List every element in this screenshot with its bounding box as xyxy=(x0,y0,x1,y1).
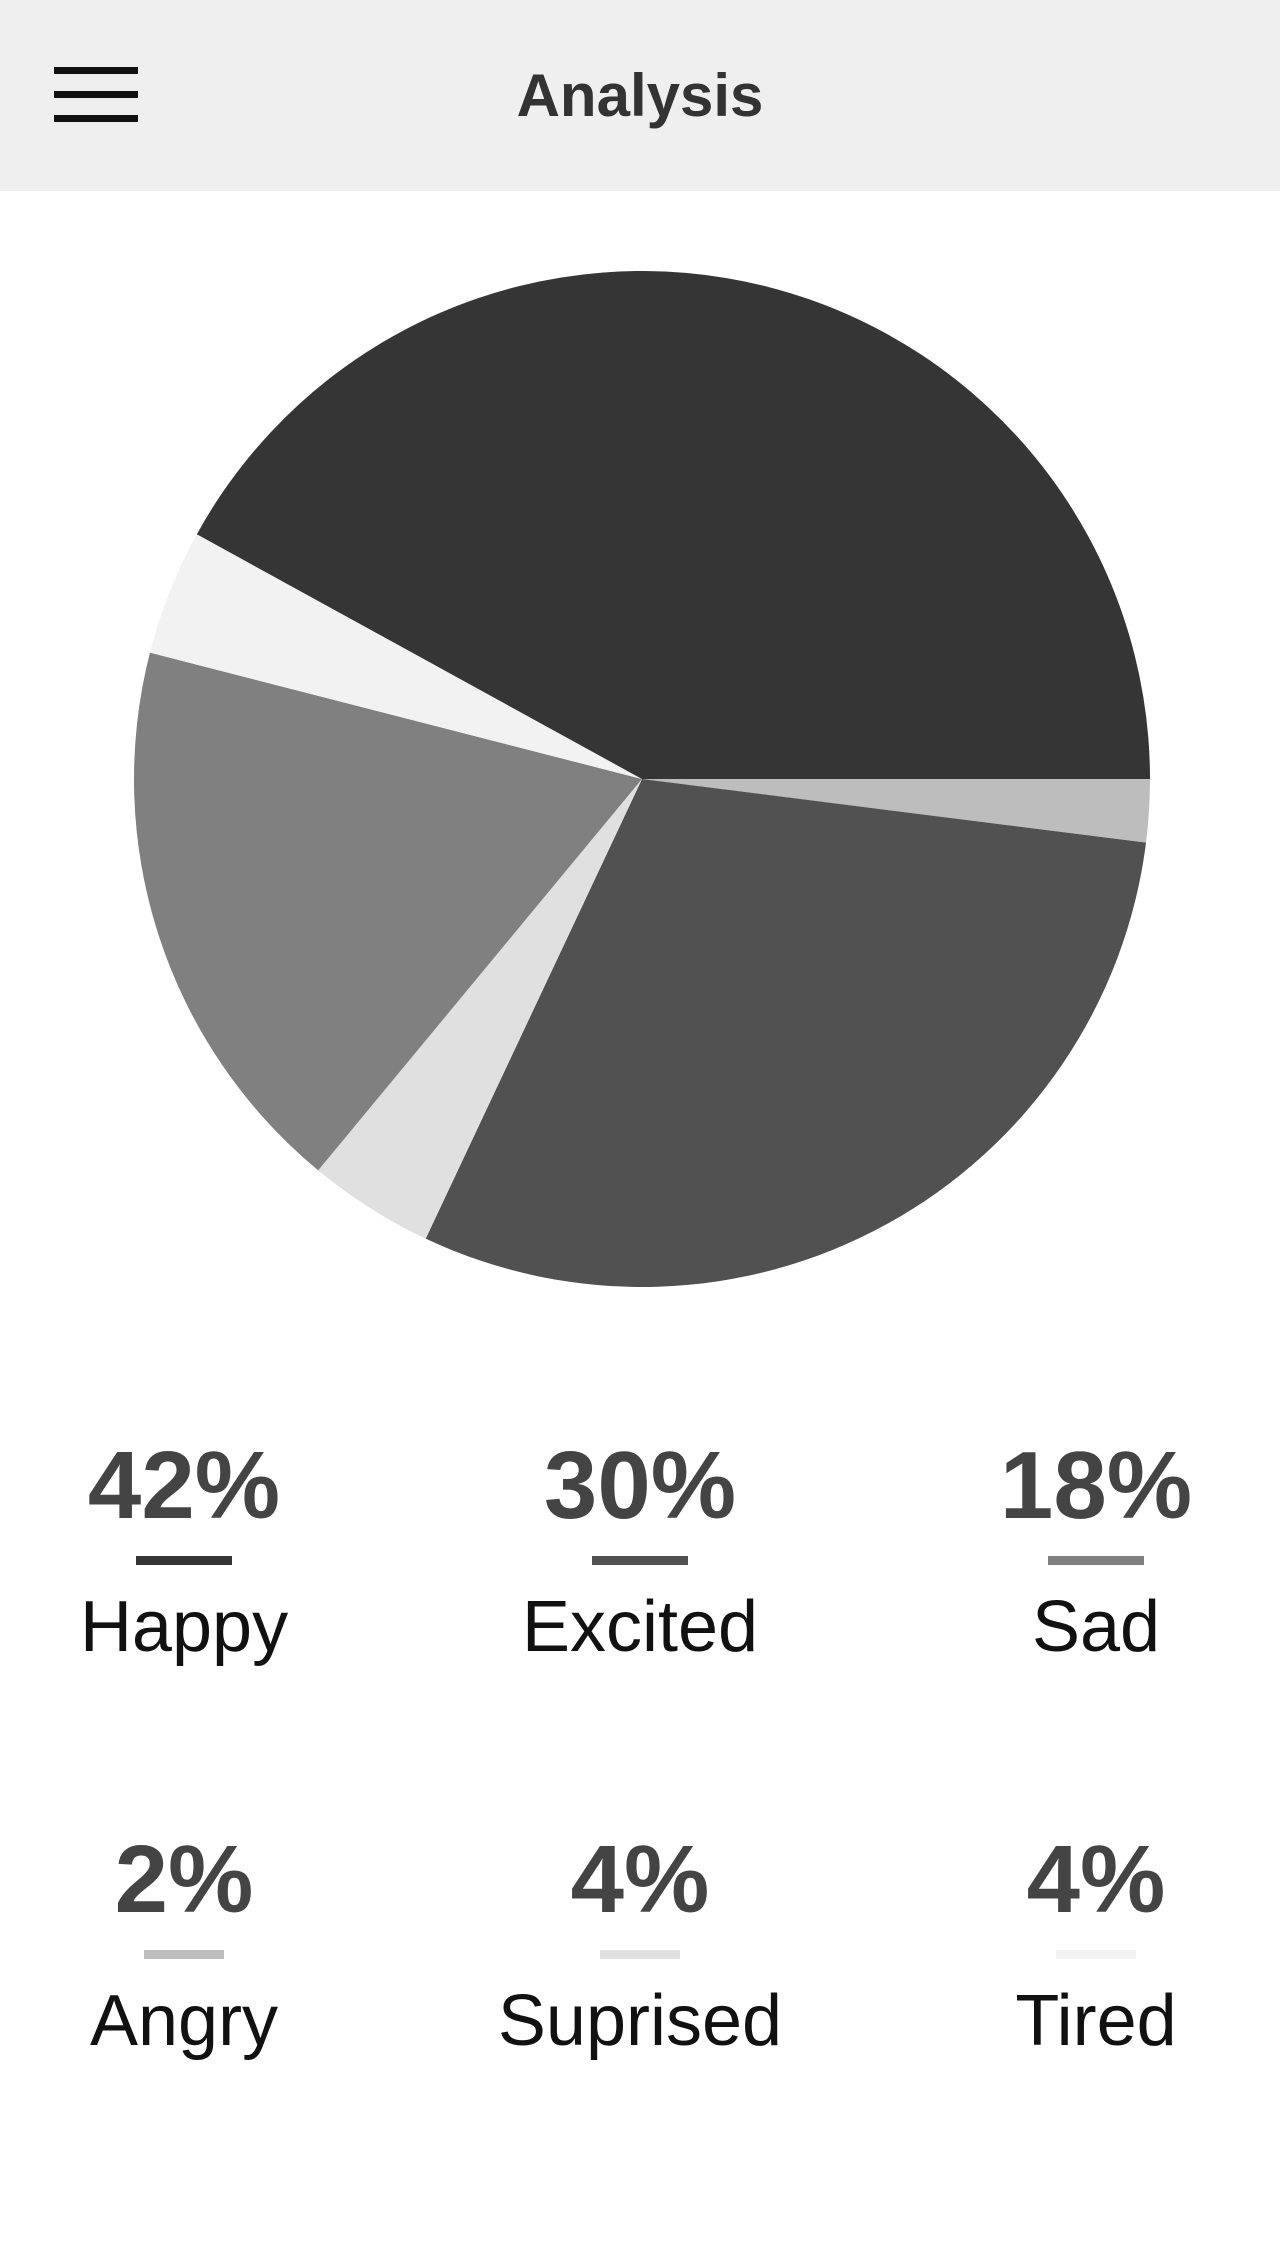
legend-label: Happy xyxy=(79,1587,289,1667)
pie-slice-tired xyxy=(149,534,642,779)
pie-chart xyxy=(133,271,1151,1287)
legend-item-tired: 4% Tired xyxy=(886,1826,1280,2062)
legend-swatch xyxy=(592,1556,688,1565)
pie-slice-sad xyxy=(133,652,642,1171)
legend-item-sad: 18% Sad xyxy=(886,1432,1280,1668)
legend-swatch xyxy=(600,1950,680,1959)
legend-percent: 30% xyxy=(543,1432,737,1539)
legend-swatch xyxy=(144,1950,224,1959)
legend-item-angry: 2% Angry xyxy=(0,1826,394,2062)
legend-item-suprised: 4% Suprised xyxy=(430,1826,850,2062)
legend-label: Angry xyxy=(89,1981,279,2061)
legend-percent: 2% xyxy=(114,1826,254,1933)
legend-item-excited: 30% Excited xyxy=(430,1432,850,1668)
hamburger-menu-icon xyxy=(54,67,138,74)
pie-slice-suprised xyxy=(318,779,642,1239)
pie-slice-excited xyxy=(425,779,1146,1287)
legend-swatch xyxy=(1056,1950,1136,1959)
legend-percent: 4% xyxy=(570,1826,710,1933)
legend-swatch xyxy=(136,1556,232,1565)
legend-swatch xyxy=(1048,1556,1144,1565)
menu-button[interactable] xyxy=(40,50,152,142)
legend-label: Tired xyxy=(1015,1981,1177,2061)
pie-slice-happy xyxy=(196,271,1151,779)
legend-label: Sad xyxy=(1031,1587,1161,1667)
legend-percent: 42% xyxy=(87,1432,281,1539)
pie-slice-angry xyxy=(642,779,1150,843)
legend-percent: 18% xyxy=(999,1432,1193,1539)
legend-label: Excited xyxy=(521,1587,759,1667)
legend-label: Suprised xyxy=(497,1981,783,2061)
legend-percent: 4% xyxy=(1026,1826,1166,1933)
legend-item-happy: 42% Happy xyxy=(0,1432,394,1668)
